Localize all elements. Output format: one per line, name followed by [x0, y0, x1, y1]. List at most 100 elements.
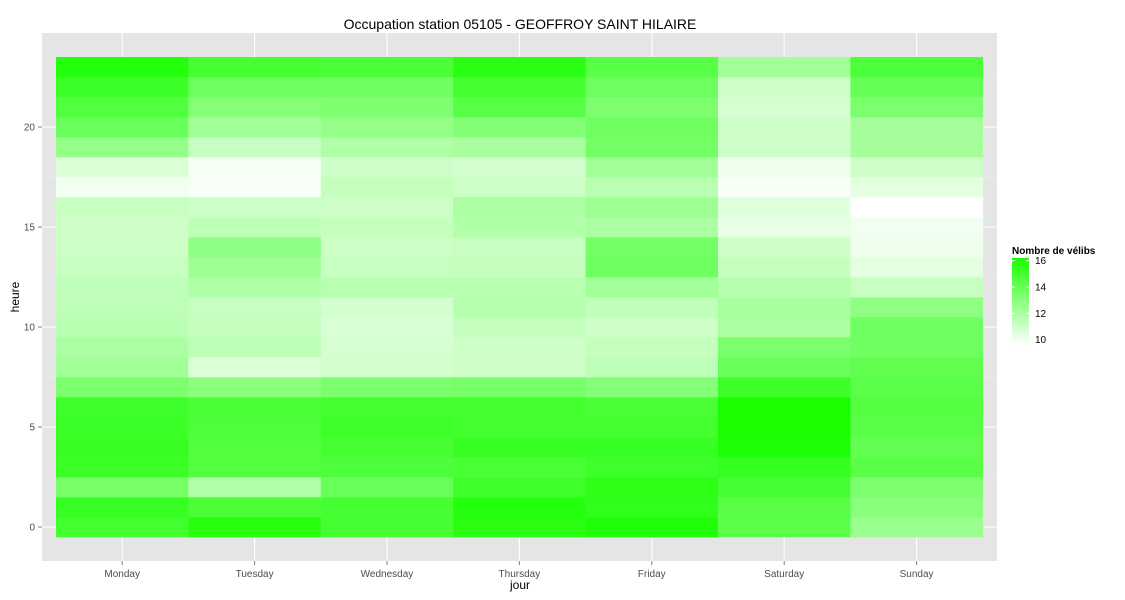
heatmap-tile-friday-20 [585, 117, 719, 138]
heatmap-tile-sunday-1 [850, 497, 984, 518]
heatmap-tile-monday-23 [56, 57, 189, 78]
heatmap-tile-wednesday-16 [320, 197, 454, 218]
heatmap-tile-saturday-11 [718, 297, 851, 318]
y-tick-label: 15 [24, 223, 36, 234]
heatmap-tile-wednesday-21 [320, 97, 454, 118]
heatmap-tile-wednesday-6 [320, 397, 454, 418]
heatmap-tile-friday-21 [585, 97, 719, 118]
heatmap-tile-friday-12 [585, 277, 719, 298]
heatmap-tile-tuesday-22 [188, 77, 322, 98]
heatmap-tile-thursday-22 [453, 77, 586, 98]
heatmap-tile-saturday-18 [718, 157, 851, 178]
heatmap-tile-friday-2 [585, 477, 719, 498]
heatmap-tile-monday-5 [56, 417, 189, 438]
y-tick-label: 10 [24, 323, 36, 334]
heatmap-tile-thursday-3 [453, 457, 586, 478]
y-tick-label: 20 [24, 123, 36, 134]
heatmap-tile-sunday-19 [850, 137, 984, 158]
heatmap-tile-monday-20 [56, 117, 189, 138]
heatmap-tile-tuesday-18 [188, 157, 322, 178]
heatmap-tile-sunday-13 [850, 257, 984, 278]
heatmap-tile-thursday-9 [453, 337, 586, 358]
heatmap-tile-thursday-7 [453, 377, 586, 398]
heatmap-tile-tuesday-4 [188, 437, 322, 458]
heatmap-tile-monday-0 [56, 517, 189, 538]
heatmap-tile-wednesday-7 [320, 377, 454, 398]
heatmap-tile-saturday-20 [718, 117, 851, 138]
heatmap-tile-sunday-0 [850, 517, 984, 538]
heatmap-tile-thursday-21 [453, 97, 586, 118]
heatmap-tile-saturday-1 [718, 497, 851, 518]
y-axis-title: heure [8, 281, 22, 312]
heatmap-tile-wednesday-2 [320, 477, 454, 498]
x-tick-label-monday: Monday [104, 569, 140, 580]
heatmap-tile-saturday-15 [718, 217, 851, 238]
heatmap-tile-monday-9 [56, 337, 189, 358]
heatmap-tile-saturday-17 [718, 177, 851, 198]
heatmap-tile-monday-19 [56, 137, 189, 158]
x-tick-label-sunday: Sunday [900, 569, 934, 580]
heatmap-tile-monday-11 [56, 297, 189, 318]
x-tick-label-wednesday: Wednesday [361, 569, 414, 580]
heatmap-tile-saturday-23 [718, 57, 851, 78]
heatmap-tile-wednesday-23 [320, 57, 454, 78]
heatmap-tile-saturday-16 [718, 197, 851, 218]
heatmap-tile-monday-16 [56, 197, 189, 218]
heatmap-tile-monday-12 [56, 277, 189, 298]
heatmap-tile-thursday-13 [453, 257, 586, 278]
legend-tick-label: 10 [1035, 335, 1047, 346]
heatmap-tile-tuesday-8 [188, 357, 322, 378]
heatmap-tile-thursday-11 [453, 297, 586, 318]
legend: Nombre de vélibs 10 12 14 16 [1012, 246, 1096, 346]
heatmap-tile-wednesday-13 [320, 257, 454, 278]
heatmap-tile-wednesday-19 [320, 137, 454, 158]
heatmap-tile-saturday-22 [718, 77, 851, 98]
heatmap-tile-monday-1 [56, 497, 189, 518]
heatmap-tile-tuesday-23 [188, 57, 322, 78]
heatmap-tile-sunday-22 [850, 77, 984, 98]
heatmap-tile-friday-0 [585, 517, 719, 538]
heatmap-tile-wednesday-12 [320, 277, 454, 298]
heatmap-tile-saturday-0 [718, 517, 851, 538]
heatmap-tile-friday-5 [585, 417, 719, 438]
legend-ticks: 10 12 14 16 [1012, 256, 1047, 346]
heatmap-tile-tuesday-21 [188, 97, 322, 118]
heatmap-tile-friday-8 [585, 357, 719, 378]
heatmap-tile-friday-9 [585, 337, 719, 358]
heatmap-tile-friday-1 [585, 497, 719, 518]
heatmap-tile-monday-13 [56, 257, 189, 278]
heatmap-tile-tuesday-14 [188, 237, 322, 258]
heatmap-tile-sunday-23 [850, 57, 984, 78]
heatmap-tile-sunday-15 [850, 217, 984, 238]
heatmap-tile-monday-15 [56, 217, 189, 238]
heatmap-tile-tuesday-20 [188, 117, 322, 138]
y-tick-label: 5 [29, 423, 35, 434]
heatmap-tile-monday-22 [56, 77, 189, 98]
heatmap-tiles [56, 57, 984, 538]
heatmap-tile-friday-6 [585, 397, 719, 418]
heatmap-tile-wednesday-14 [320, 237, 454, 258]
legend-tick-label: 16 [1035, 256, 1047, 267]
heatmap-tile-saturday-5 [718, 417, 851, 438]
heatmap-tile-friday-19 [585, 137, 719, 158]
heatmap-tile-thursday-18 [453, 157, 586, 178]
heatmap-tile-monday-8 [56, 357, 189, 378]
heatmap-tile-sunday-3 [850, 457, 984, 478]
heatmap-tile-friday-14 [585, 237, 719, 258]
heatmap-tile-thursday-14 [453, 237, 586, 258]
heatmap-tile-thursday-23 [453, 57, 586, 78]
heatmap-tile-thursday-4 [453, 437, 586, 458]
heatmap-tile-sunday-6 [850, 397, 984, 418]
x-tick-label-saturday: Saturday [764, 569, 804, 580]
y-tick-label: 0 [29, 523, 35, 534]
legend-tick-label: 14 [1035, 283, 1047, 294]
heatmap-tile-sunday-17 [850, 177, 984, 198]
heatmap-tile-wednesday-15 [320, 217, 454, 238]
heatmap-tile-wednesday-22 [320, 77, 454, 98]
chart-title: Occupation station 05105 - GEOFFROY SAIN… [344, 16, 697, 32]
heatmap-tile-friday-18 [585, 157, 719, 178]
heatmap-tile-friday-13 [585, 257, 719, 278]
heatmap-tile-tuesday-9 [188, 337, 322, 358]
heatmap-tile-friday-15 [585, 217, 719, 238]
heatmap-tile-thursday-19 [453, 137, 586, 158]
